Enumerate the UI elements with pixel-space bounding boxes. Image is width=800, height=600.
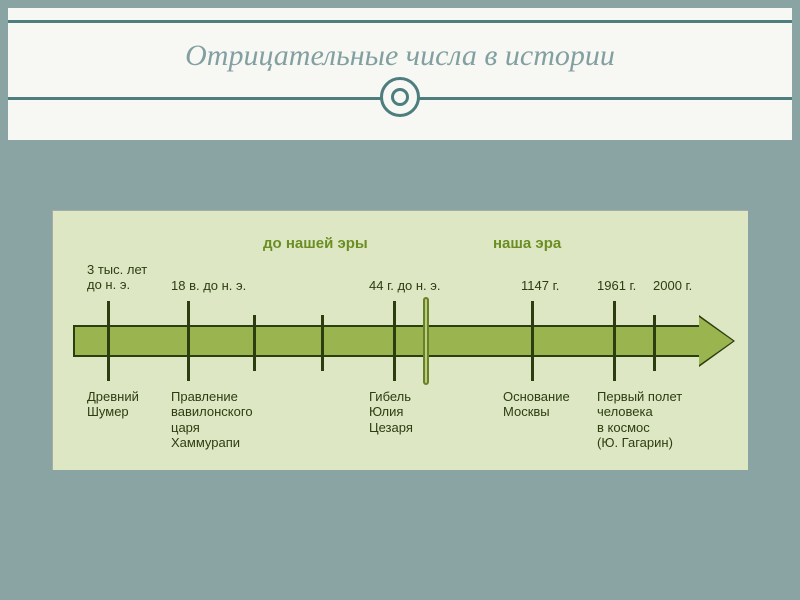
title-band: Отрицательные числа в истории [8, 20, 792, 100]
title-ornament-inner [391, 88, 409, 106]
era-separator [423, 297, 429, 385]
timeline-arrow [73, 317, 733, 365]
event-description-label: ПравлениевавилонскогоцаряХаммурапи [171, 389, 253, 450]
timeline-tick [393, 301, 396, 381]
event-description-label: ОснованиеМосквы [503, 389, 570, 420]
era-label: наша эра [493, 235, 561, 252]
timeline-tick [187, 301, 190, 381]
event-date-label: 44 г. до н. э. [369, 279, 441, 294]
event-description-label: ГибельЮлияЦезаря [369, 389, 413, 435]
timeline-tick [107, 301, 110, 381]
timeline-tick [653, 315, 656, 371]
content-area: до нашей эры наша эра 3 тыс. летдо н. э. Др… [8, 140, 792, 592]
timeline-card: до нашей эры наша эра 3 тыс. летдо н. э. Др… [52, 210, 748, 470]
arrow-head [699, 317, 733, 365]
event-date-label: 1147 г. [521, 279, 559, 294]
timeline-tick [531, 301, 534, 381]
arrow-shaft [73, 325, 699, 357]
slide: Отрицательные числа в истории до нашей э… [8, 8, 792, 592]
event-date-label: 18 в. до н. э. [171, 279, 246, 294]
event-date-label: 1961 г. [597, 279, 636, 294]
event-description-label: ДревнийШумер [87, 389, 139, 420]
title-ornament-outer [380, 77, 420, 117]
timeline-tick [253, 315, 256, 371]
era-label: до нашей эры [263, 235, 368, 252]
page-title: Отрицательные числа в истории [8, 23, 792, 73]
event-date-label: 2000 г. [653, 279, 692, 294]
timeline-tick [321, 315, 324, 371]
event-description-label: Первый полетчеловекав космос(Ю. Гагарин) [597, 389, 682, 450]
timeline-tick [613, 301, 616, 381]
event-date-label: 3 тыс. летдо н. э. [87, 263, 147, 293]
